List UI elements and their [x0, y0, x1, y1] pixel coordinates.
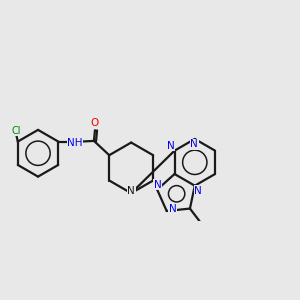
- Text: N: N: [154, 180, 162, 190]
- Text: Cl: Cl: [11, 126, 21, 136]
- Text: O: O: [91, 118, 99, 128]
- Text: N: N: [194, 186, 202, 196]
- Text: NH: NH: [68, 138, 83, 148]
- Text: N: N: [169, 204, 176, 214]
- Text: N: N: [127, 186, 135, 196]
- Text: N: N: [190, 140, 198, 149]
- Text: N: N: [167, 141, 175, 151]
